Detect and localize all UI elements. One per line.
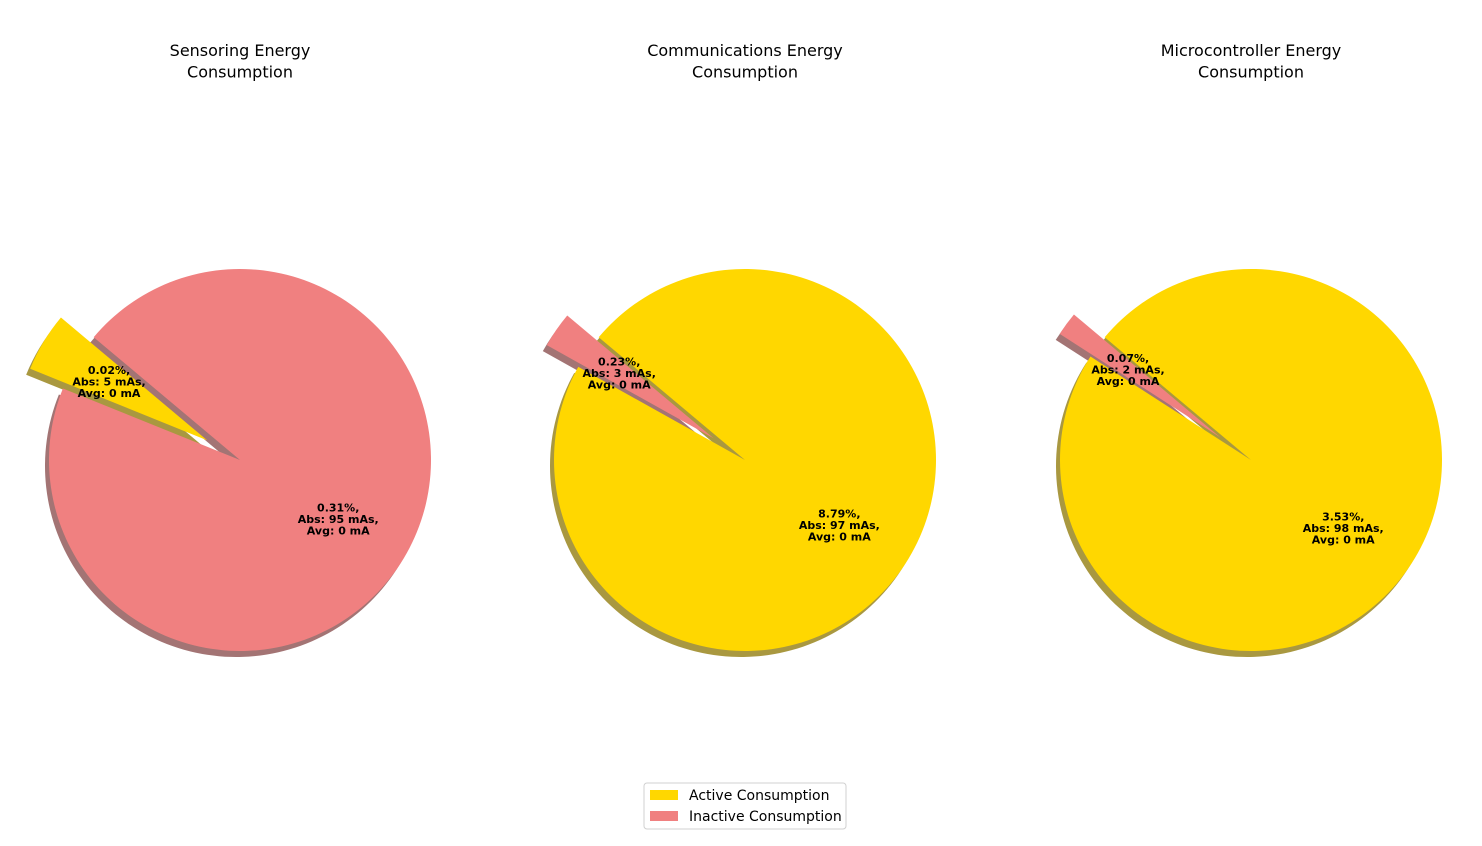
chart-title-line: Consumption [692,63,798,82]
chart-title: Sensoring Energy Consumption [170,41,311,82]
chart-title-line: Communications Energy [647,41,843,60]
legend: Active Consumption Inactive Consumption [643,782,847,830]
slice-label-line: Abs: 2 mAs, [1091,363,1164,376]
legend-swatch [650,811,678,821]
slice-label-line: Abs: 5 mAs, [72,375,145,388]
legend-frame [643,782,847,830]
slice-label: 0.23%, Abs: 3 mAs, Avg: 0 mA [583,356,656,392]
slice-label-line: 3.53%, [1322,511,1364,524]
legend-swatch [650,790,678,800]
slice-label-line: 0.23%, [598,356,640,369]
slice-label-line: 0.02%, [88,364,130,377]
pie-slice-active-consumption [554,268,937,651]
slice-label-line: Avg: 0 mA [588,379,651,392]
slice-label-line: Avg: 0 mA [808,531,871,544]
slice-label-line: Abs: 3 mAs, [583,367,656,380]
slice-label-line: 0.07%, [1107,352,1149,365]
slice-label: 0.31%, Abs: 95 mAs, Avg: 0 mA [298,502,379,538]
pie-slice-active-consumption [30,317,208,441]
chart-title-line: Microcontroller Energy [1161,41,1342,60]
slice-label: 0.07%, Abs: 2 mAs, Avg: 0 mA [1091,352,1164,388]
charts-layer: Sensoring Energy Consumption 0.02%, Abs: 5 … [26,41,1443,658]
slice-label-line: Avg: 0 mA [78,387,141,400]
chart-title-line: Consumption [1198,63,1304,82]
chart-title: Communications Energy Consumption [647,41,843,82]
slice-label-line: Abs: 97 mAs, [799,519,880,532]
pie-slice-inactive-consumption [1059,314,1221,438]
slice-label-line: Abs: 98 mAs, [1303,522,1384,535]
slice-label: 8.79%, Abs: 97 mAs, Avg: 0 mA [799,508,880,544]
slice-label-line: 8.79%, [818,508,860,521]
slice-label-line: Abs: 95 mAs, [298,513,379,526]
slice-label-line: Avg: 0 mA [1097,375,1160,388]
pie-slice-inactive-consumption [546,315,714,439]
chart-title-line: Sensoring Energy [170,41,311,60]
slice-label: 3.53%, Abs: 98 mAs, Avg: 0 mA [1303,511,1384,547]
chart-title-line: Consumption [187,63,293,82]
slice-label-line: Avg: 0 mA [307,525,370,538]
pie-chart-0: Sensoring Energy Consumption 0.02%, Abs: 5 … [26,41,431,657]
slice-label: 0.02%, Abs: 5 mAs, Avg: 0 mA [72,364,145,400]
legend-label: Active Consumption [689,788,829,804]
pie-slice-active-consumption [1060,268,1443,651]
pie-slice-inactive-consumption [48,269,431,651]
slice-label-line: 0.31%, [317,502,359,515]
chart-title: Microcontroller Energy Consumption [1161,41,1342,82]
legend-label: Inactive Consumption [689,809,842,825]
slice-label-line: Avg: 0 mA [1312,534,1375,547]
